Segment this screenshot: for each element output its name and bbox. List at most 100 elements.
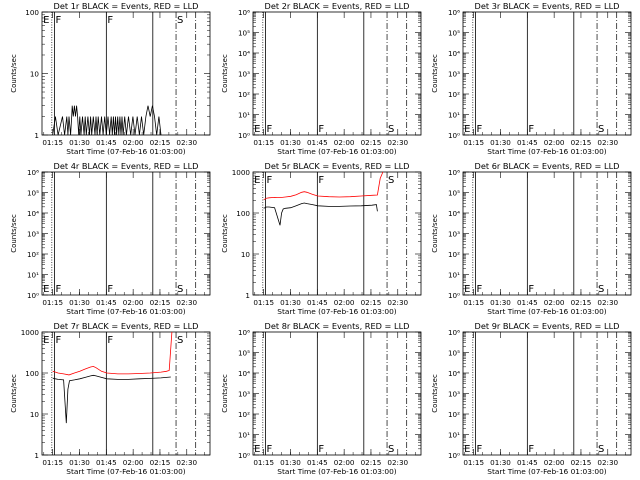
x-tick-label: 01:30 (490, 138, 511, 147)
x-tick-label: 01:15 (253, 458, 274, 467)
y-axis-label: Counts/sec (431, 54, 439, 93)
chart-title: Det 4r BLACK = Events, RED = LLD (54, 161, 199, 171)
x-tick-label: 01:15 (463, 138, 484, 147)
chart-title: Det 3r BLACK = Events, RED = LLD (475, 1, 620, 11)
flag-label: S (177, 335, 183, 346)
flag-label: F (107, 15, 113, 26)
x-tick-label: 01:15 (463, 458, 484, 467)
y-tick-label: 10⁴ (238, 369, 250, 378)
flag-label: F (56, 335, 62, 346)
x-tick-label: 02:15 (571, 138, 592, 147)
y-tick-label: 10¹ (448, 111, 460, 120)
chart-title: Det 9r BLACK = Events, RED = LLD (475, 321, 620, 331)
x-axis-label: Start Time (07-Feb-16 01:03:00) (66, 147, 185, 156)
y-tick-label: 10² (448, 90, 460, 99)
chart-title: Det 2r BLACK = Events, RED = LLD (265, 1, 410, 11)
x-tick-label: 02:30 (176, 298, 197, 307)
chart-panel: Det 1r BLACK = Events, RED = LLD 1 10 100 01… (10, 1, 211, 156)
y-axis-label: Counts/sec (431, 374, 439, 413)
x-tick-label: 01:45 (96, 458, 117, 467)
y-tick-label: 10⁰ (27, 291, 39, 300)
x-tick-label: 02:30 (597, 458, 618, 467)
flag-label: F (107, 335, 113, 346)
chart-title: Det 7r BLACK = Events, RED = LLD (54, 321, 199, 331)
x-tick-label: 02:00 (334, 138, 355, 147)
y-tick-label: 10² (27, 250, 39, 259)
chart-panel: Det 6r BLACK = Events, RED = LLD 10⁰ 10¹ 10… (431, 161, 632, 316)
flag-label: F (56, 284, 62, 295)
flag-label: S (598, 444, 604, 455)
y-tick-label: 10⁴ (448, 49, 460, 58)
plot-frame (41, 171, 211, 296)
chart-panel: Det 3r BLACK = Events, RED = LLD 10⁰ 10¹ 10… (431, 1, 632, 156)
flag-label: E (43, 335, 49, 346)
flag-label: F (56, 15, 62, 26)
y-tick-label: 10⁰ (448, 131, 460, 140)
y-tick-label: 10⁰ (238, 131, 250, 140)
y-tick-label: 1 (245, 291, 250, 300)
y-tick-label: 10⁵ (448, 189, 460, 198)
y-tick-label: 10² (238, 90, 250, 99)
plot-frame (41, 331, 211, 456)
x-tick-label: 01:45 (307, 298, 328, 307)
y-tick-label: 10¹ (238, 111, 250, 120)
chart-title: Det 1r BLACK = Events, RED = LLD (54, 1, 199, 11)
y-tick-label: 10⁰ (238, 451, 250, 460)
x-tick-label: 01:30 (490, 458, 511, 467)
x-tick-label: 01:30 (280, 458, 301, 467)
y-tick-label: 10⁶ (238, 328, 250, 337)
y-tick-label: 10² (238, 410, 250, 419)
x-tick-label: 02:15 (150, 298, 171, 307)
x-tick-label: 01:45 (96, 298, 117, 307)
y-tick-label: 10⁴ (448, 209, 460, 218)
y-tick-label: 10⁵ (448, 29, 460, 38)
series-lld-line (52, 331, 173, 376)
x-tick-label: 02:15 (571, 458, 592, 467)
x-tick-label: 02:00 (544, 138, 565, 147)
flag-label: F (318, 175, 324, 186)
plot-frame (252, 331, 422, 456)
x-tick-label: 01:30 (69, 138, 90, 147)
x-tick-label: 01:45 (517, 458, 538, 467)
flag-label: F (107, 284, 113, 295)
flag-label: S (598, 124, 604, 135)
x-tick-label: 02:00 (544, 298, 565, 307)
flag-label: S (388, 124, 394, 135)
y-tick-label: 10⁵ (27, 189, 39, 198)
x-tick-label: 01:30 (69, 298, 90, 307)
x-tick-label: 01:30 (69, 458, 90, 467)
y-tick-label: 10¹ (448, 271, 460, 280)
flag-label: E (464, 124, 470, 135)
x-tick-label: 02:00 (123, 138, 144, 147)
x-tick-label: 02:15 (361, 298, 382, 307)
y-tick-label: 10³ (448, 70, 460, 79)
flag-label: F (528, 444, 534, 455)
x-tick-label: 02:30 (387, 458, 408, 467)
x-tick-label: 02:15 (361, 458, 382, 467)
flag-label: F (477, 124, 483, 135)
x-axis-label: Start Time (07-Feb-16 01:03:00) (66, 307, 185, 316)
x-tick-label: 01:15 (42, 138, 63, 147)
x-tick-label: 02:00 (334, 298, 355, 307)
y-tick-label: 10² (448, 410, 460, 419)
x-axis-label: Start Time (07-Feb-16 01:03:00) (66, 467, 185, 476)
x-axis-label: Start Time (07-Feb-16 01:03:00) (487, 147, 606, 156)
x-tick-label: 02:15 (571, 298, 592, 307)
x-tick-label: 01:30 (490, 298, 511, 307)
y-axis-label: Counts/sec (221, 214, 229, 253)
chart-panel: Det 2r BLACK = Events, RED = LLD 10⁰ 10¹ 10… (221, 1, 422, 156)
flag-label: F (318, 124, 324, 135)
y-tick-label: 10⁰ (448, 291, 460, 300)
flag-label: F (477, 444, 483, 455)
series-events-line (263, 202, 378, 226)
x-axis-label: Start Time (07-Feb-16 01:03:00) (277, 307, 396, 316)
x-tick-label: 01:30 (280, 298, 301, 307)
y-tick-label: 10⁴ (448, 369, 460, 378)
flag-label: E (254, 124, 260, 135)
flag-label: F (318, 444, 324, 455)
y-tick-label: 10² (448, 250, 460, 259)
y-tick-label: 1 (34, 131, 39, 140)
x-tick-label: 01:30 (280, 138, 301, 147)
y-tick-label: 10⁶ (448, 168, 460, 177)
y-tick-label: 10⁰ (448, 451, 460, 460)
